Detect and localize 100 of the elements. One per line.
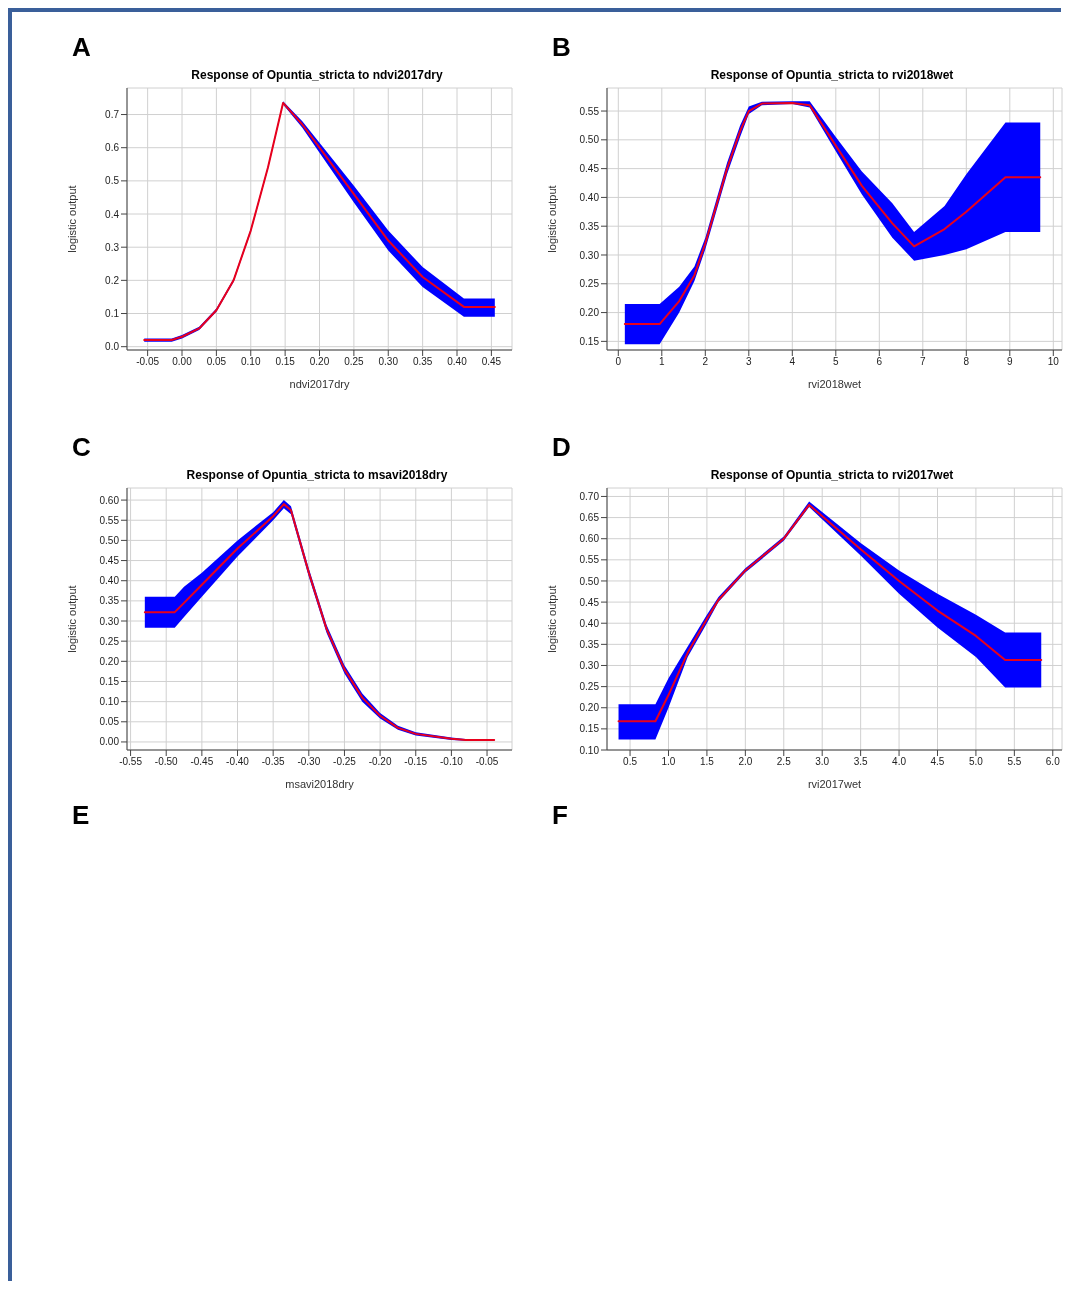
y-tick-label: 0.3: [105, 241, 120, 253]
x-tick-label: 3: [746, 356, 753, 368]
x-tick-label: 0.5: [623, 756, 638, 768]
y-tick-label: 0.20: [99, 655, 120, 667]
y-tick-label: 0.65: [579, 512, 600, 524]
y-tick-label: 0.15: [579, 723, 600, 735]
y-tick-label: 0.20: [579, 307, 600, 319]
x-tick-label: 0.35: [412, 356, 433, 368]
x-tick-label: 4.0: [892, 756, 907, 768]
y-tick-label: 0.60: [99, 494, 120, 506]
text: B: [552, 32, 571, 63]
x-tick-label: 2.5: [776, 756, 792, 768]
x-tick-label: 0.20: [309, 356, 330, 368]
y-tick-label: 0.50: [579, 575, 600, 587]
text: A: [72, 32, 91, 63]
y-axis-title: logistic output: [65, 185, 78, 253]
y-tick-label: 0.30: [99, 615, 120, 627]
y-tick-label: 0.40: [99, 575, 120, 587]
y-tick-label: 0.00: [99, 736, 120, 748]
y-tick-label: 0.15: [99, 676, 120, 688]
chart-title: Response of Opuntia_stricta to rvi2018wet: [709, 68, 955, 82]
y-tick-label: 0.35: [579, 638, 600, 650]
x-tick-label: -0.40: [226, 756, 250, 768]
y-tick-label: 0.25: [579, 681, 600, 693]
x-tick-label: -0.30: [297, 756, 321, 768]
y-axis-title: logistic output: [545, 185, 558, 253]
y-tick-label: 0.70: [579, 491, 600, 502]
x-tick-label: -0.50: [154, 756, 179, 768]
x-tick-label: 0.10: [241, 356, 261, 368]
x-tick-label: 0.45: [481, 356, 502, 368]
y-tick-label: 0.30: [579, 249, 600, 261]
x-tick-label: 3.5: [853, 756, 869, 768]
x-tick-label: 2.0: [738, 756, 753, 768]
y-tick-label: 0.2: [105, 274, 120, 286]
y-tick-label: 0.25: [99, 635, 120, 647]
x-tick-label: -0.15: [404, 756, 428, 768]
text: E: [72, 800, 90, 831]
x-tick-label: 5: [833, 356, 840, 368]
y-tick-label: 0.35: [579, 220, 600, 232]
y-tick-label: 0.15: [579, 335, 600, 347]
y-tick-label: 0.55: [579, 554, 600, 566]
y-tick-label: 0.7: [105, 109, 120, 121]
x-tick-label: -0.35: [261, 756, 285, 768]
x-tick-label: 0: [615, 356, 622, 368]
y-tick-label: 0.20: [579, 702, 600, 714]
x-tick-label: 0.00: [172, 356, 193, 368]
y-tick-label: 0.4: [105, 208, 120, 220]
x-tick-label: -0.25: [333, 756, 357, 768]
x-tick-label: 0.40: [447, 356, 468, 368]
x-tick-label: 4.5: [930, 756, 945, 768]
y-tick-label: 0.45: [99, 555, 120, 567]
x-tick-label: 10: [1047, 356, 1060, 368]
x-tick-label: 4: [789, 356, 796, 368]
text: F: [552, 800, 568, 831]
x-tick-label: -0.05: [475, 756, 499, 768]
x-tick-label: 5.5: [1007, 756, 1022, 768]
x-tick-label: 0.15: [275, 356, 296, 368]
x-axis-title: msavi2018dry: [285, 778, 355, 790]
y-tick-label: 0.60: [579, 533, 600, 545]
x-tick-label: 2: [702, 356, 709, 368]
y-tick-label: 0.5: [105, 175, 120, 187]
y-tick-label: 0.55: [579, 105, 600, 117]
y-tick-label: 0.05: [99, 716, 120, 728]
y-tick-label: 0.35: [99, 595, 120, 607]
x-tick-label: 9: [1007, 356, 1014, 368]
y-tick-label: 0.10: [99, 696, 120, 708]
y-tick-label: 0.10: [579, 744, 600, 756]
x-tick-label: 0.25: [344, 356, 365, 368]
y-tick-label: 0.50: [99, 534, 120, 546]
x-tick-label: 1: [659, 356, 666, 368]
x-tick-label: -0.10: [440, 756, 464, 768]
y-tick-label: 0.40: [579, 617, 600, 629]
y-tick-label: 0.30: [579, 660, 600, 672]
x-tick-label: -0.45: [190, 756, 214, 768]
x-tick-label: 5.0: [968, 756, 984, 768]
x-tick-label: 7: [920, 356, 927, 368]
x-tick-label: 0.30: [378, 356, 399, 368]
text: C: [72, 432, 91, 463]
x-axis-title: rvi2018wet: [807, 378, 862, 390]
y-tick-label: 0.45: [579, 596, 600, 608]
y-tick-label: 0.55: [99, 514, 120, 526]
x-tick-label: 6.0: [1045, 756, 1061, 768]
x-tick-label: 0.05: [206, 356, 227, 368]
x-tick-label: -0.20: [368, 756, 392, 768]
x-axis-title: rvi2017wet: [807, 778, 862, 790]
x-tick-label: -0.05: [136, 356, 160, 368]
chart-title: Response of Opuntia_stricta to ndvi2017dry: [190, 68, 444, 82]
x-tick-label: 8: [963, 356, 970, 368]
y-axis-title: logistic output: [65, 585, 78, 653]
x-tick-label: 6: [876, 356, 883, 368]
chart-title: Response of Opuntia_stricta to rvi2017wet: [709, 468, 955, 482]
x-tick-label: -0.55: [119, 756, 143, 768]
y-tick-label: 0.40: [579, 191, 600, 203]
y-tick-label: 0.25: [579, 278, 600, 290]
x-tick-label: 1.0: [661, 756, 676, 768]
y-axis-title: logistic output: [545, 585, 558, 653]
y-tick-label: 0.1: [105, 308, 120, 320]
y-tick-label: 0.45: [579, 163, 600, 175]
chart-title: Response of Opuntia_stricta to msavi2018dry: [185, 468, 449, 482]
y-tick-label: 0.50: [579, 134, 600, 146]
